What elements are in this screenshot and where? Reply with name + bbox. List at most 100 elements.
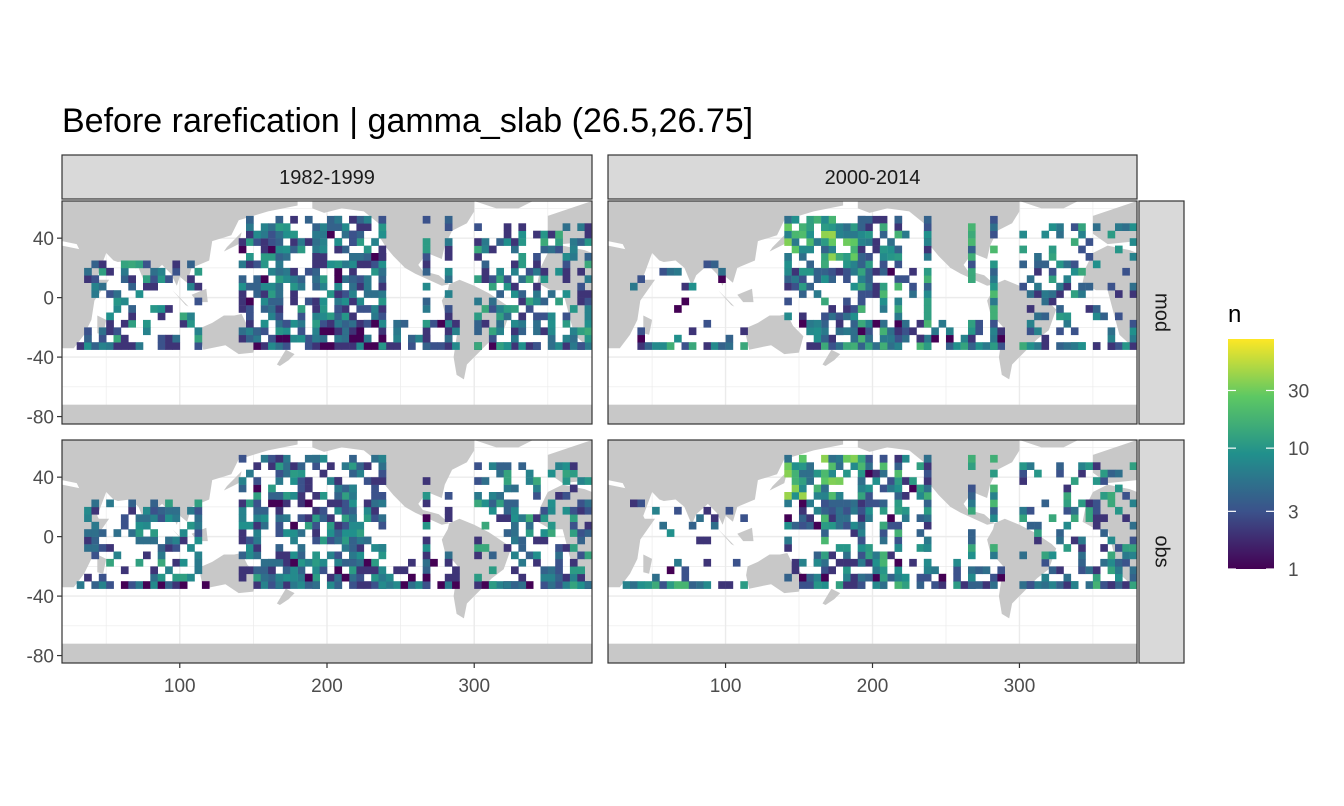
data-cell [821, 454, 829, 463]
data-cell [894, 544, 903, 552]
data-cell [1107, 327, 1116, 336]
data-cell [106, 544, 114, 552]
data-cell [319, 558, 328, 567]
data-cell [253, 334, 262, 343]
antarctica [608, 404, 1137, 424]
data-cell [1041, 581, 1050, 589]
data-cell [120, 342, 129, 350]
data-cell [282, 573, 291, 582]
data-cell [887, 238, 895, 246]
data-cell [496, 327, 504, 336]
data-cell [982, 342, 991, 350]
data-cell [923, 230, 932, 239]
data-cell [282, 454, 291, 463]
data-cell [569, 334, 578, 343]
data-cell [857, 267, 866, 276]
data-cell [703, 558, 712, 567]
data-cell [1048, 581, 1057, 589]
data-cell [696, 536, 704, 545]
data-cell [821, 215, 829, 224]
data-cell [850, 267, 859, 276]
data-cell [938, 581, 947, 589]
data-cell [894, 319, 903, 328]
data-cell [349, 536, 357, 545]
y-tick-label: 0 [43, 528, 54, 549]
data-cell [282, 514, 291, 522]
data-cell [1115, 581, 1123, 589]
data-cell [799, 521, 807, 530]
data-cell [879, 290, 888, 298]
data-cell [290, 469, 298, 478]
data-cell [533, 327, 541, 336]
data-cell [165, 275, 173, 283]
data-cell [835, 492, 844, 500]
data-cell [843, 223, 851, 231]
data-cell [857, 245, 866, 254]
data-cell [282, 529, 291, 537]
data-cell [1034, 253, 1042, 261]
data-cell [304, 342, 313, 350]
data-cell [437, 342, 446, 350]
panel-border [607, 200, 1138, 425]
data-cell [444, 253, 453, 261]
data-cell [843, 573, 851, 582]
data-cell [533, 514, 541, 522]
data-cell [547, 319, 556, 328]
data-cell [1085, 253, 1094, 261]
data-cell [843, 544, 851, 552]
data-cell [275, 544, 284, 552]
data-cell [828, 566, 836, 575]
data-cell [821, 492, 829, 500]
data-cell [238, 245, 247, 254]
data-cell [393, 342, 401, 350]
data-cell [923, 484, 932, 493]
data-cell [290, 275, 298, 283]
data-cell [865, 230, 873, 239]
data-cell [503, 581, 512, 589]
data-cell [879, 297, 888, 306]
data-cell [813, 327, 822, 336]
data-cell [843, 327, 851, 336]
data-cell [334, 529, 343, 537]
data-cell [857, 334, 866, 343]
data-cell [194, 558, 203, 567]
data-cell [1041, 558, 1050, 567]
x-tick-label: 200 [857, 676, 889, 697]
data-cell [378, 499, 387, 508]
data-cell [238, 327, 247, 336]
data-cell [850, 506, 859, 515]
data-cell [363, 260, 372, 269]
data-cell [968, 230, 976, 239]
data-cell [297, 238, 306, 246]
data-cell [1122, 267, 1130, 276]
data-cell [165, 536, 173, 545]
data-cell [784, 267, 792, 276]
data-cell [806, 514, 814, 522]
data-cell [1092, 521, 1101, 530]
data-cell [334, 305, 343, 313]
data-cell [901, 506, 910, 515]
data-cell [341, 327, 350, 336]
data-cell [371, 558, 379, 567]
data-cell [835, 319, 844, 328]
data-cell [481, 238, 490, 246]
data-cell [931, 581, 939, 589]
data-cell [260, 223, 269, 231]
data-cell [165, 506, 173, 515]
data-cell [584, 506, 593, 515]
data-cell [806, 342, 814, 350]
data-cell [334, 334, 343, 343]
data-cell [1078, 499, 1086, 508]
data-cell [784, 253, 792, 261]
data-cell [584, 319, 593, 328]
data-cell [1048, 290, 1057, 298]
data-cell [238, 454, 247, 463]
facet-panel-1982-1999-obs [61, 439, 593, 664]
data-cell [238, 282, 247, 291]
data-cell [363, 342, 372, 350]
data-cell [334, 536, 343, 545]
data-cell [555, 230, 563, 239]
data-cell [334, 312, 343, 321]
data-cell [319, 469, 328, 478]
data-cell [821, 238, 829, 246]
